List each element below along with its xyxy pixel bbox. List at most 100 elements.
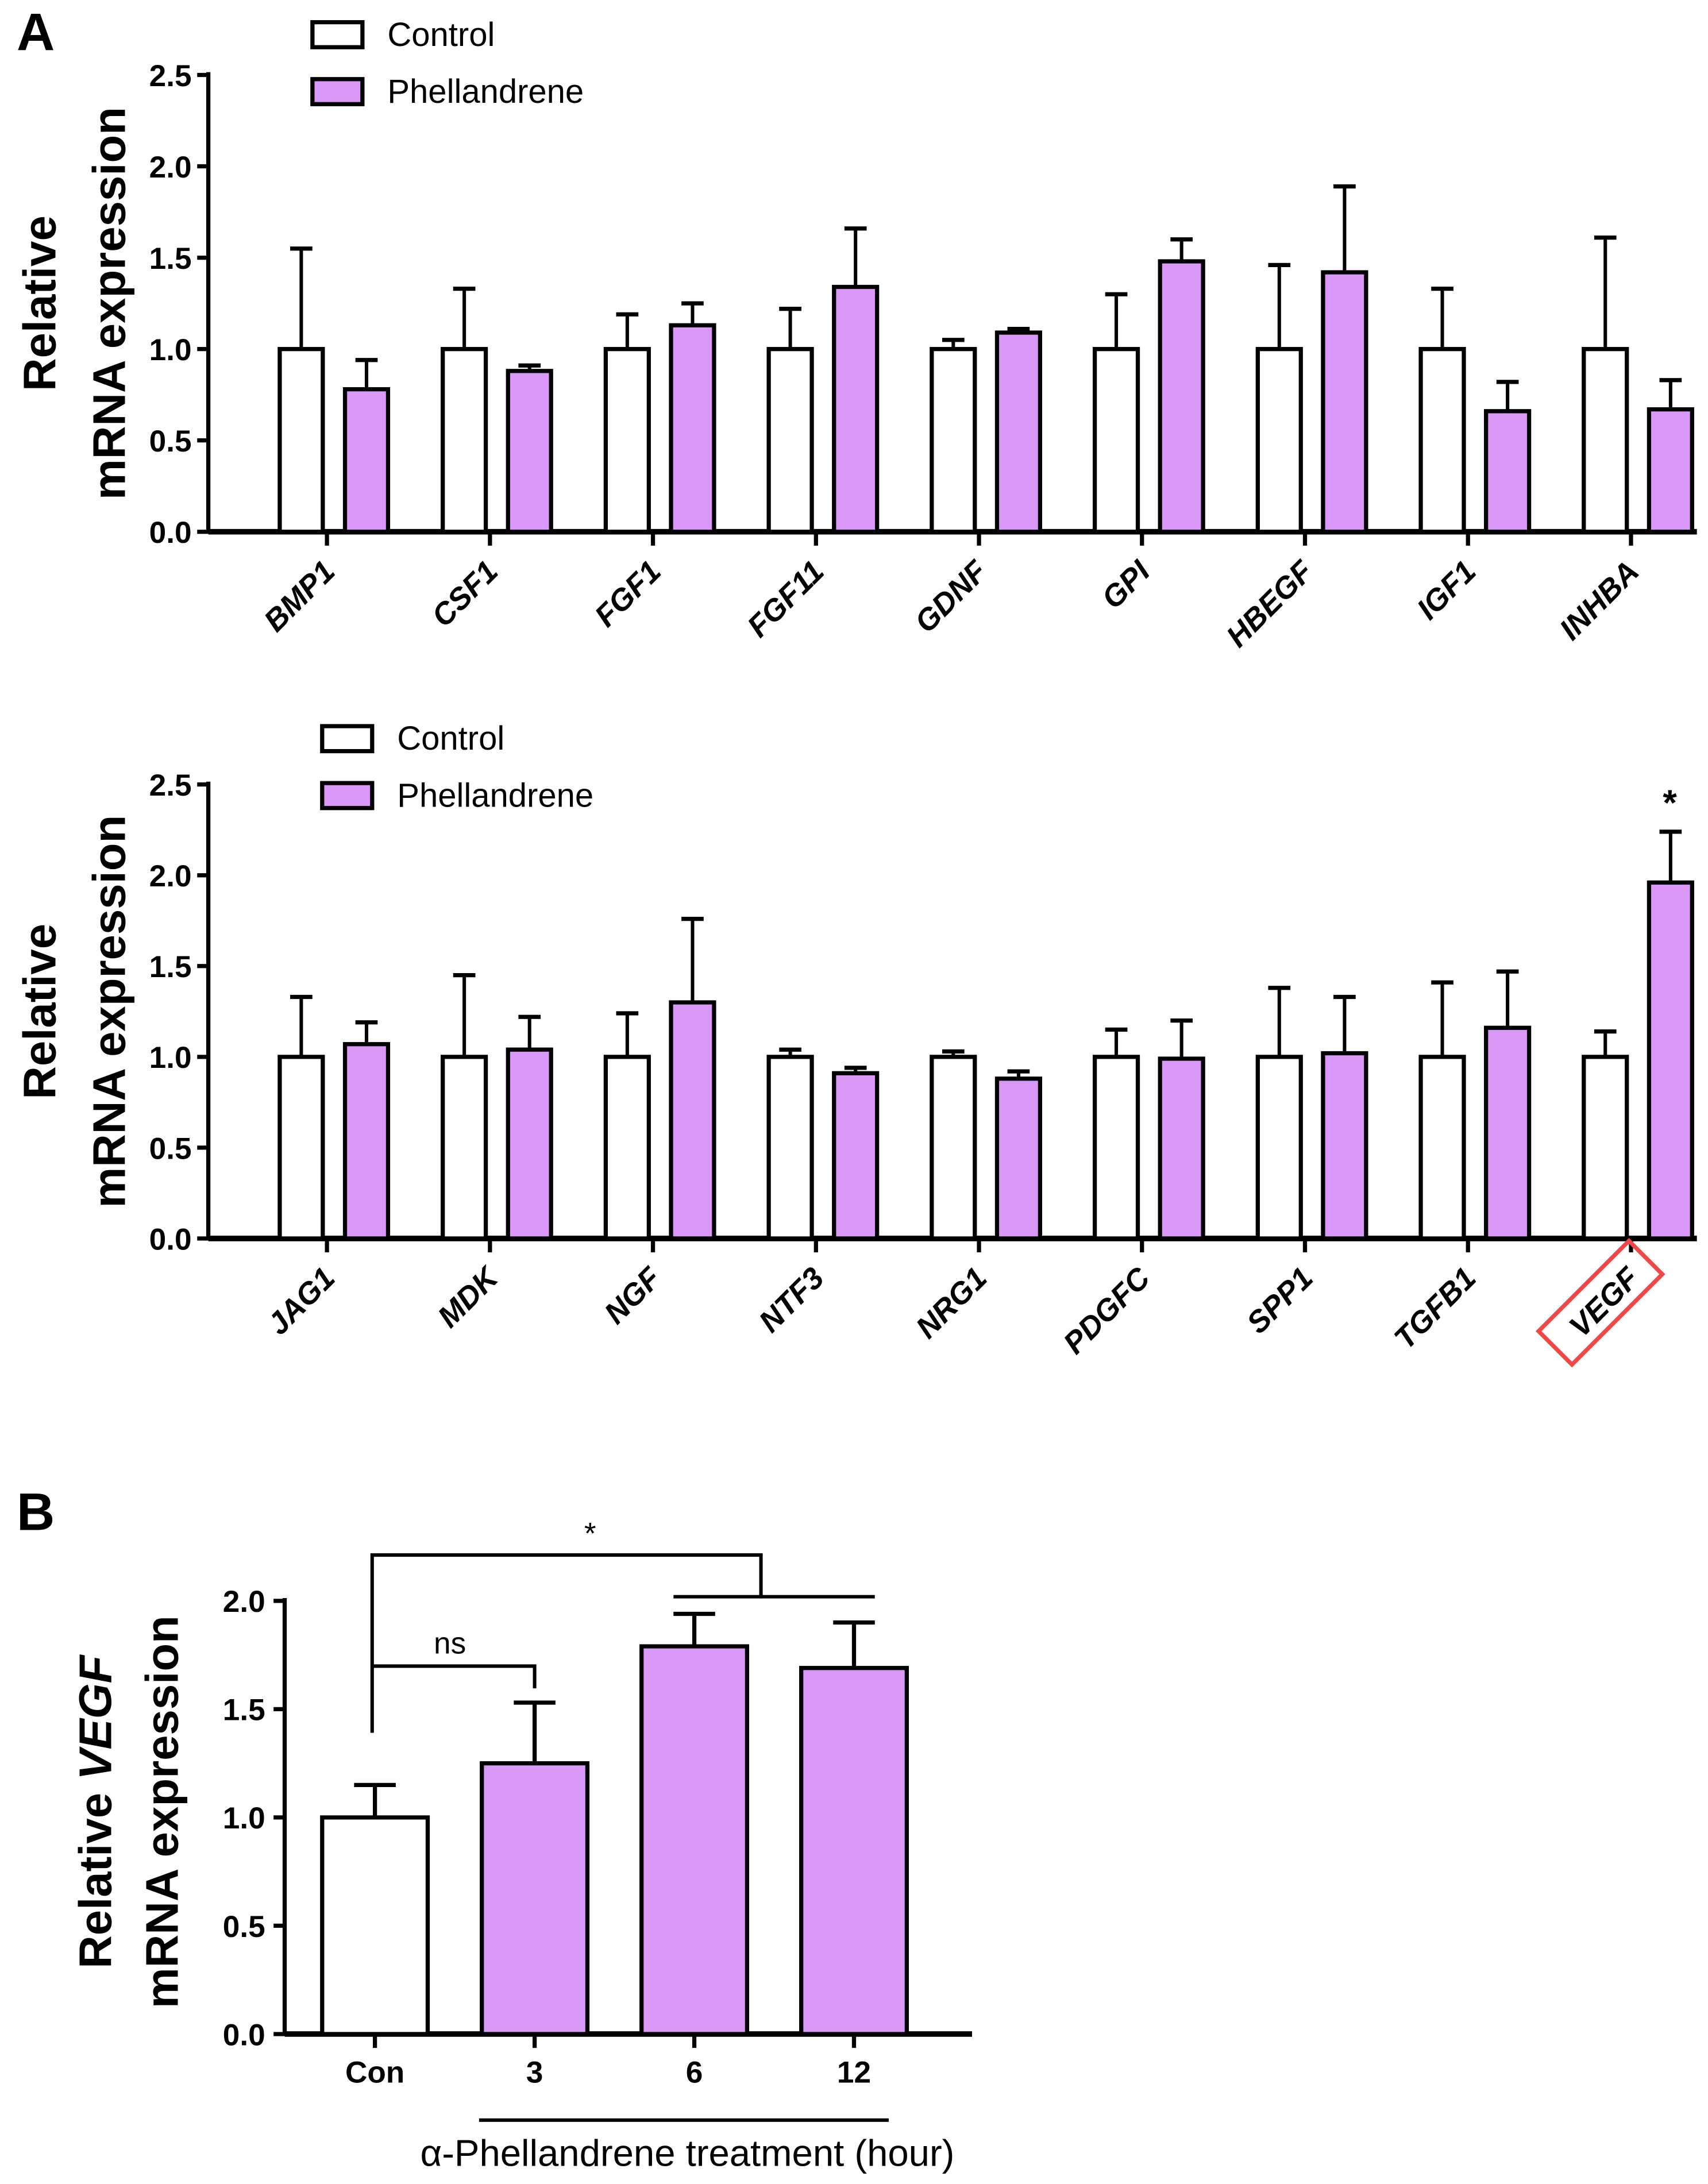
x-tick-label: INHBA bbox=[1553, 554, 1646, 647]
highlight-box bbox=[1536, 1238, 1665, 1368]
bar-control-gdnf bbox=[930, 347, 977, 534]
bar-control-csf1 bbox=[441, 347, 488, 534]
bar-control-hbegf bbox=[1255, 347, 1303, 534]
bar-control-jag1 bbox=[277, 1055, 325, 1241]
x-tick-label: HBEGF bbox=[1220, 554, 1320, 654]
bar-6 bbox=[639, 1644, 750, 2036]
panel-label: B bbox=[17, 1483, 55, 1542]
legend-swatch-control bbox=[310, 20, 365, 49]
bar-phellandrene-igf1 bbox=[1484, 409, 1532, 534]
bar-control-vegf bbox=[1582, 1055, 1629, 1241]
x-tick-label: IGF1 bbox=[1410, 554, 1482, 626]
y-axis-title: Relative bbox=[14, 924, 65, 1099]
x-tick-label: GDNF bbox=[908, 554, 994, 639]
y-tick-label: 2.0 bbox=[149, 859, 192, 893]
bar-phellandrene-fgf1 bbox=[669, 323, 716, 534]
y-tick-label: 0.0 bbox=[149, 516, 192, 550]
bar-control-ngf bbox=[603, 1055, 651, 1241]
bar-control-fgf1 bbox=[603, 347, 651, 534]
bar-phellandrene-vegf bbox=[1647, 880, 1694, 1241]
bar-phellandrene-ntf3 bbox=[832, 1071, 880, 1241]
x-tick-label: CSF1 bbox=[425, 554, 504, 634]
bar-phellandrene-gpi bbox=[1158, 259, 1205, 534]
bar-control-mdk bbox=[441, 1055, 488, 1241]
bar-12 bbox=[799, 1666, 909, 2036]
bar-phellandrene-hbegf bbox=[1321, 270, 1368, 534]
bar-control-bmp1 bbox=[277, 347, 325, 534]
bar-control-ntf3 bbox=[766, 1055, 814, 1241]
x-tick-label: NGF bbox=[598, 1260, 668, 1330]
bar-phellandrene-jag1 bbox=[342, 1042, 391, 1241]
y-tick-label: 1.5 bbox=[223, 1693, 265, 1727]
y-tick-label: 1.0 bbox=[149, 333, 192, 367]
y-tick-label: 1.0 bbox=[223, 1801, 265, 1835]
y-axis-title-prefix: Relative bbox=[70, 1780, 121, 1969]
bar-control-gpi bbox=[1092, 347, 1140, 534]
bar-control-spp1 bbox=[1255, 1055, 1303, 1241]
bar-control-fgf11 bbox=[766, 347, 814, 534]
x-tick-label: 12 bbox=[837, 2056, 871, 2090]
legend-label: Phellandrene bbox=[397, 777, 593, 814]
x-tick-label: FGF1 bbox=[588, 554, 668, 634]
y-axis-title: mRNA expression bbox=[84, 107, 135, 500]
y-axis-title-gene: VEGF bbox=[70, 1654, 121, 1780]
bar-3 bbox=[480, 1761, 590, 2036]
y-axis-title: mRNA expression bbox=[136, 1615, 187, 2008]
significance-marker: * bbox=[1663, 783, 1677, 823]
y-tick-label: 0.5 bbox=[149, 1132, 192, 1166]
x-tick-label: SPP1 bbox=[1240, 1261, 1320, 1340]
bar-phellandrene-tgfb1 bbox=[1484, 1025, 1532, 1241]
y-tick-label: 2.0 bbox=[223, 1585, 265, 1619]
legend-label: Phellandrene bbox=[387, 73, 584, 110]
x-tick-label: 6 bbox=[686, 2056, 703, 2090]
x-tick-label: PDGFC bbox=[1057, 1260, 1157, 1360]
y-tick-label: 1.5 bbox=[149, 242, 192, 276]
x-tick-label: GPI bbox=[1096, 554, 1157, 615]
x-tick-label: FGF11 bbox=[741, 554, 831, 644]
bar-control-inhba bbox=[1582, 347, 1629, 534]
ns-label: ns bbox=[434, 1627, 466, 1661]
y-tick-label: 2.0 bbox=[149, 151, 192, 184]
bar-phellandrene-csf1 bbox=[506, 369, 553, 534]
bar-control-nrg1 bbox=[930, 1055, 977, 1241]
y-tick-label: 0.0 bbox=[223, 2018, 265, 2052]
x-tick-label: BMP1 bbox=[257, 554, 341, 638]
y-tick-label: 2.5 bbox=[149, 769, 192, 802]
legend-swatch-control bbox=[320, 724, 375, 754]
bar-phellandrene-ngf bbox=[669, 1000, 716, 1241]
x-tick-label: NTF3 bbox=[753, 1261, 831, 1339]
x-tick-label: JAG1 bbox=[261, 1261, 342, 1341]
x-tick-label: TGFB1 bbox=[1388, 1261, 1483, 1356]
y-axis-title: Relative bbox=[14, 215, 65, 391]
x-tick-label: MDK bbox=[431, 1260, 506, 1334]
bar-phellandrene-fgf11 bbox=[832, 284, 880, 534]
legend-label: Control bbox=[387, 16, 495, 53]
x-tick-label: NRG1 bbox=[909, 1261, 993, 1345]
bar-phellandrene-pdgfc bbox=[1158, 1056, 1205, 1241]
y-tick-label: 1.0 bbox=[149, 1041, 192, 1075]
y-tick-label: 0.5 bbox=[149, 425, 192, 458]
significance-marker: * bbox=[584, 1517, 596, 1551]
legend-swatch-phellandrene bbox=[320, 781, 375, 811]
bar-phellandrene-nrg1 bbox=[994, 1076, 1043, 1241]
bar-phellandrene-mdk bbox=[506, 1047, 553, 1241]
bar-control-igf1 bbox=[1418, 347, 1466, 534]
ns-bracket bbox=[372, 1664, 537, 1689]
legend-label: Control bbox=[397, 720, 504, 757]
bar-con bbox=[320, 1815, 430, 2036]
bar-control-pdgfc bbox=[1092, 1055, 1140, 1241]
panel-label: A bbox=[17, 3, 55, 61]
x-axis-title: α-Phellandrene treatment (hour) bbox=[420, 2132, 954, 2174]
y-tick-label: 2.5 bbox=[149, 59, 192, 93]
significance-bracket bbox=[370, 1553, 763, 1733]
y-axis-title: mRNA expression bbox=[84, 815, 135, 1208]
y-tick-label: 0.0 bbox=[149, 1222, 192, 1256]
bar-phellandrene-gdnf bbox=[994, 330, 1043, 534]
bar-control-tgfb1 bbox=[1418, 1055, 1466, 1241]
bar-phellandrene-inhba bbox=[1647, 407, 1694, 534]
x-tick-label: 3 bbox=[526, 2056, 543, 2090]
bar-phellandrene-bmp1 bbox=[342, 387, 391, 534]
y-tick-label: 0.5 bbox=[223, 1910, 265, 1944]
x-tick-label: Con bbox=[345, 2056, 404, 2090]
